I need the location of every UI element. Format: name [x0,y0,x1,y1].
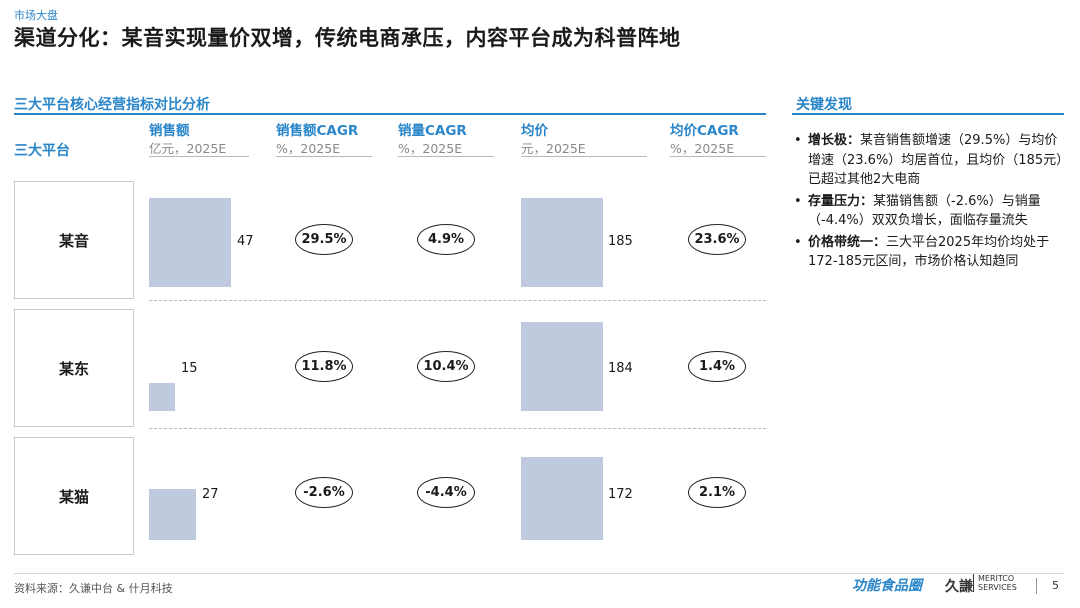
finding-text: 某音销售额增速（29.5%）与均价增速（23.6%）均居首位，且均价（185元）… [808,133,1063,187]
sales-cagr-badge: 11.8% [295,351,353,382]
section-tag: 市场大盘 [14,9,58,22]
col-header-title: 均价 [521,123,548,139]
analysis-subtitle: 三大平台核心经营指标对比分析 [14,97,210,113]
col-header-unit: %，2025E [276,141,341,156]
source-note: 资料来源：久谦中台 & 什月科技 [14,582,173,595]
col-header-title: 销量CAGR [398,123,467,139]
volume-cagr-badge: 4.9% [417,224,475,255]
finding-item: • 价格带统一：三大平台2025年均价均处于172-185元区间，市场价格认知趋… [790,233,1065,272]
row-divider [149,300,766,301]
col-header-underline [521,156,647,157]
price-bar [521,457,603,540]
subtitle-underline [14,113,766,115]
col-header-sales: 销售额 亿元，2025E [149,119,249,157]
row-header: 三大平台 [14,143,70,159]
finding-text: 三大平台2025年均价均处于172-185元区间，市场价格认知趋同 [808,234,1050,270]
logo-sub-line: SERVICES [978,583,1017,592]
finding-item: • 增长极：某音销售额增速（29.5%）与均价增速（23.6%）均居首位，且均价… [790,131,1065,190]
col-header-unit: 元，2025E [521,141,586,156]
col-header-price: 均价 元，2025E [521,119,647,157]
bullet-icon: • [794,133,802,148]
sales-bar [149,383,175,411]
finding-lead: 增长极： [808,133,861,148]
col-header-underline [149,156,249,157]
platform-label-douyin: 某音 [14,181,134,299]
col-header-underline [398,156,494,157]
price-cagr-badge: 1.4% [688,351,746,382]
logo-sub-line: MERITCO [978,574,1015,583]
col-header-title: 销售额 [149,123,190,139]
sales-bar [149,198,231,287]
key-findings-title: 关键发现 [796,97,852,113]
sales-bar-label: 27 [202,487,219,502]
sales-bar-label: 47 [237,234,254,249]
col-header-unit: %，2025E [670,141,735,156]
col-header-underline [670,156,766,157]
col-header-unit: %，2025E [398,141,463,156]
brand-logo-left: 功能食品圈 [852,578,922,594]
price-cagr-badge: 23.6% [688,224,746,255]
finding-text: 某猫销售额（-2.6%）与销量（-4.4%）双双负增长，面临存量流失 [808,193,1041,229]
page-number: 5 [1052,579,1059,592]
col-header-underline [276,156,372,157]
col-header-title: 销售额CAGR [276,123,359,139]
bullet-icon: • [794,193,802,209]
row-divider [149,428,766,429]
key-findings-underline [792,113,1064,115]
sales-bar-label: 15 [181,361,198,376]
price-cagr-badge: 2.1% [688,477,746,508]
col-header-volume-cagr: 销量CAGR %，2025E [398,119,494,157]
price-bar-label: 184 [608,361,633,376]
col-header-title: 均价CAGR [670,123,739,139]
col-header-price-cagr: 均价CAGR %，2025E [670,119,766,157]
price-bar-label: 172 [608,487,633,502]
finding-lead: 价格带统一： [808,234,887,250]
page-title: 渠道分化：某音实现量价双增，传统电商承压，内容平台成为科普阵地 [14,26,681,50]
platform-label-jd: 某东 [14,309,134,427]
footer-divider [14,573,1064,574]
key-findings-list: • 增长极：某音销售额增速（29.5%）与均价增速（23.6%）均居首位，且均价… [790,131,1065,274]
finding-item: • 存量压力：某猫销售额（-2.6%）与销量（-4.4%）双双负增长，面临存量流… [790,192,1065,231]
col-header-sales-cagr: 销售额CAGR %，2025E [276,119,372,157]
volume-cagr-badge: -4.4% [417,477,475,508]
page-separator [1036,578,1037,594]
brand-logo-right-sub: MERITCO SERVICES [973,574,1017,592]
col-header-unit: 亿元，2025E [149,141,227,156]
bullet-icon: • [794,234,802,250]
volume-cagr-badge: 10.4% [417,351,475,382]
platform-label-tmall: 某猫 [14,437,134,555]
sales-cagr-badge: -2.6% [295,477,353,508]
sales-bar [149,489,196,540]
price-bar [521,322,603,411]
price-bar [521,198,603,287]
price-bar-label: 185 [608,234,633,249]
sales-cagr-badge: 29.5% [295,224,353,255]
brand-logo-right: 久謙 [945,579,973,595]
finding-lead: 存量压力： [808,193,874,209]
